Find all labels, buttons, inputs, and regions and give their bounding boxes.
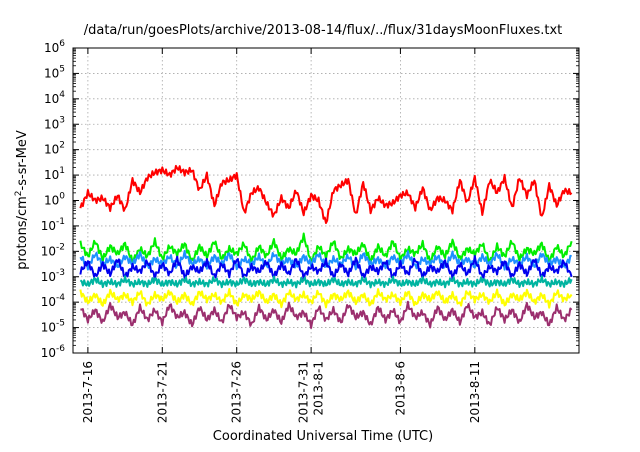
y-axis-label: protons/cm2-s-sr-MeV [14,130,30,270]
flux-series-line [79,164,573,224]
y-tick-label: 100 [44,192,65,208]
x-tick-label: 2013-7-16 [81,361,95,423]
y-axis-label-suffix: -s-sr-MeV [15,130,30,190]
y-axis-label-prefix: protons/cm [15,196,30,270]
y-tick-label: 10-2 [41,242,65,258]
flux-series-line [80,300,573,329]
x-axis-label: Coordinated Universal Time (UTC) [213,429,433,444]
y-tick-label: 10-1 [41,217,65,233]
flux-series-line [79,288,573,309]
x-axis-ticks: 2013-7-16 2013-7-21 2013-7-26 2013-7-31 2013… [81,48,482,423]
y-tick-label: 10-3 [41,268,65,284]
x-tick-label: 2013-7-26 [230,361,244,423]
x-tick-label: 2013-7-31 [297,361,311,423]
y-tick-label: 102 [44,141,65,157]
y-tick-label: 10-6 [41,344,66,360]
y-tick-label: 101 [44,166,65,182]
x-tick-label: 2013-7-21 [155,361,169,423]
flux-series-line [79,275,573,289]
y-tick-label: 103 [44,115,65,131]
y-axis-ticks: 10-6 10-5 10-4 10-3 10-2 10-1 100 101 102 103 104 1… [41,39,579,360]
y-tick-label: 104 [44,90,65,106]
y-tick-label: 10-4 [41,293,66,309]
y-tick-label: 105 [44,64,65,80]
chart-title: /data/run/goesPlots/archive/2013-08-14/f… [84,23,563,38]
x-tick-label: 2013-8-6 [393,361,407,415]
x-tick-label: 2013-8-1 [312,361,326,415]
y-axis-label-sup: 2 [14,190,24,196]
y-tick-label: 106 [44,39,65,55]
y-tick-label: 10-5 [41,319,65,335]
x-tick-label: 2013-8-11 [468,361,482,423]
flux-series-line [79,255,573,281]
series-layer [79,164,573,329]
